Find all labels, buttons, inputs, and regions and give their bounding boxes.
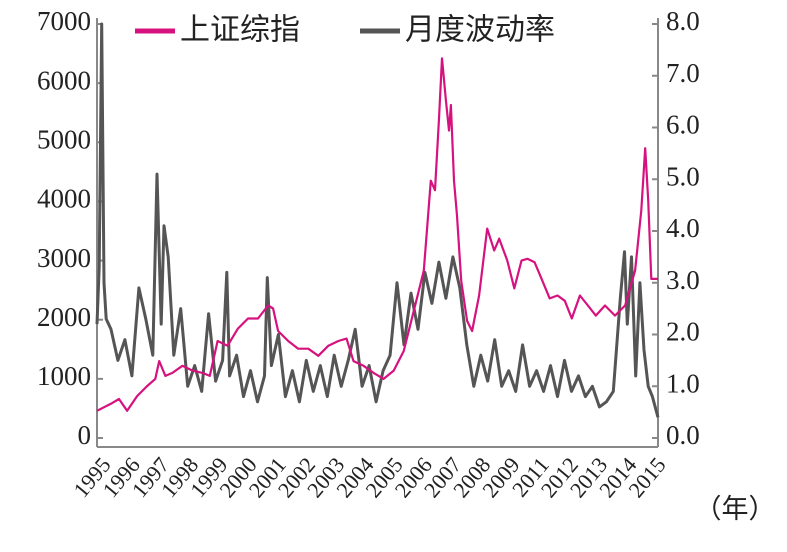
series-line <box>96 57 658 412</box>
y-tick-label: 4000 <box>37 184 91 214</box>
y2-tick-label: 2.0 <box>666 317 700 347</box>
series-line <box>95 22 660 418</box>
y2-tick-label: 8.0 <box>666 6 700 36</box>
y2-tick-label: 3.0 <box>666 265 700 295</box>
y2-tick-label: 0.0 <box>666 420 700 450</box>
y-tick-label: 1000 <box>37 361 91 391</box>
y-tick-label: 7000 <box>37 6 91 36</box>
y-tick-label: 2000 <box>37 302 91 332</box>
y2-tick-label: 7.0 <box>666 58 700 88</box>
legend-label: 月度波动率 <box>405 13 555 48</box>
y-tick-label: 0 <box>78 420 92 450</box>
y2-tick-label: 1.0 <box>666 368 700 398</box>
y-tick-label: 3000 <box>37 243 91 273</box>
y2-tick-label: 4.0 <box>666 213 700 243</box>
y2-tick-label: 6.0 <box>666 110 700 140</box>
y-tick-label: 6000 <box>37 65 91 95</box>
legend-label: 上证综指 <box>180 13 300 48</box>
y-tick-label: 5000 <box>37 124 91 154</box>
y2-tick-label: 5.0 <box>666 161 700 191</box>
x-axis-label: （年） <box>695 494 776 524</box>
